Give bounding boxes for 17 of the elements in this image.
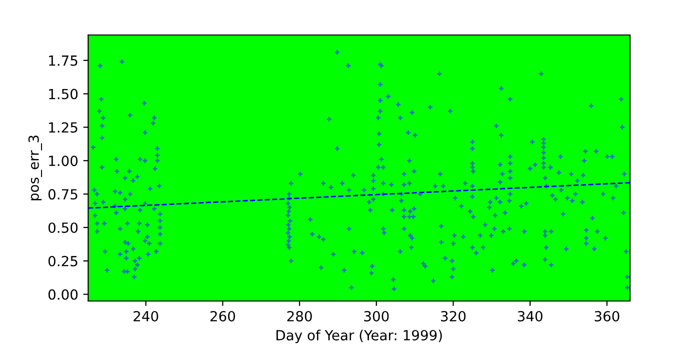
y-tick-label: 1.25 (49, 122, 78, 133)
y-tick-label: 0.00 (48, 289, 78, 300)
y-tick-label: 0.25 (48, 256, 78, 266)
y-tick-label: 0.75 (48, 189, 78, 200)
x-tick-label: 360 (594, 310, 620, 322)
y-axis-title: pos_err_3 (28, 136, 42, 200)
x-tick-label: 240 (134, 310, 158, 322)
x-tick-label: 340 (518, 310, 542, 322)
y-tick-label: 0.50 (48, 222, 78, 233)
x-tick-label: 320 (441, 310, 466, 322)
y-tick-label: 1.75 (49, 56, 78, 66)
y-tick-label: 1.50 (49, 88, 78, 100)
x-axis-title: Day of Year (Year: 1999) (276, 330, 442, 344)
x-tick-label: 280 (287, 310, 312, 322)
y-tick-label: 1.00 (49, 156, 78, 166)
x-tick-label: 300 (364, 310, 389, 322)
x-tick-label: 260 (210, 310, 236, 322)
